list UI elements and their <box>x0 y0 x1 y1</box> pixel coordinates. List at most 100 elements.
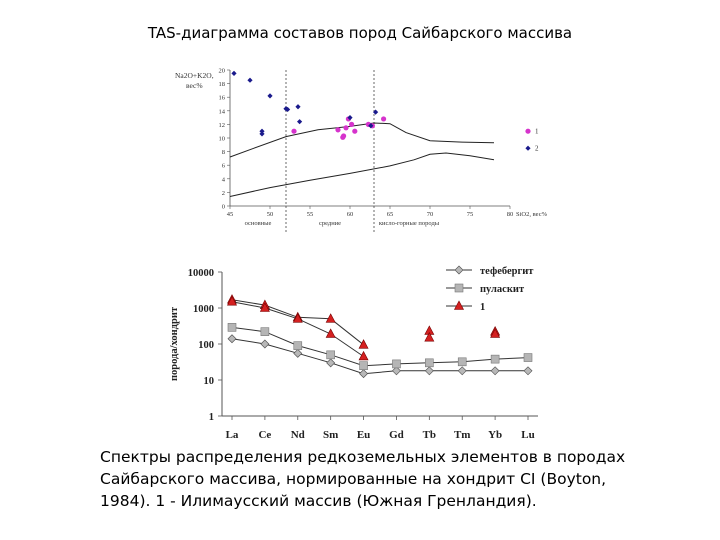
ree-series-pulaskit-point <box>260 327 270 336</box>
ree-series-pulaskit-point <box>359 361 368 370</box>
ree-legend-label: 1 <box>480 302 485 313</box>
tas-legend-marker-2 <box>525 145 531 151</box>
ree-y-tick-label: 100 <box>198 340 214 351</box>
tas-zone-label: средние <box>319 220 341 227</box>
ree-x-tick-label: Lu <box>521 429 534 441</box>
tas-ylabel: Na2O+K2O, <box>175 71 214 80</box>
ree-x-tick-label: Gd <box>389 429 404 441</box>
ree-series-1-lower-point <box>424 332 435 342</box>
ree-x-tick-label: Eu <box>357 429 370 441</box>
ree-legend-label: пуласкит <box>480 284 525 295</box>
tas-y-tick-label: 8 <box>222 149 225 156</box>
tas-point-2 <box>368 123 374 129</box>
tas-point-1 <box>343 125 349 131</box>
tas-x-tick-label: 75 <box>467 211 474 218</box>
ree-y-tick-label: 10 <box>204 376 215 387</box>
ree-series-1-lower-point <box>227 296 237 306</box>
ree-series-pulaskit-line <box>231 326 529 367</box>
ree-x-tick-label: Nd <box>291 429 305 441</box>
ree-x-tick-label: Tm <box>454 429 471 441</box>
tas-x-tick-label: 60 <box>347 211 354 218</box>
tas-y-tick-label: 16 <box>219 95 226 102</box>
tas-curves <box>229 122 495 197</box>
ree-legend-marker <box>454 265 464 275</box>
tas-point-1 <box>340 134 346 140</box>
tas-y-tick-label: 18 <box>219 81 226 88</box>
tas-point-1 <box>381 116 387 122</box>
tas-ylabel-unit: вес% <box>186 81 203 90</box>
ree-series-pulaskit-point <box>457 357 467 367</box>
ree-series-1-upper-point <box>325 313 336 323</box>
ree-series-tefebergit-line <box>231 338 528 375</box>
tas-point-1 <box>335 127 341 133</box>
ree-series-pulaskit-point <box>425 358 434 368</box>
tas-point-2 <box>259 131 265 137</box>
tas-points <box>231 70 387 140</box>
ree-series-tefebergit-point <box>523 366 533 376</box>
tas-lower-curve <box>229 152 495 197</box>
tas-point-1 <box>349 121 355 127</box>
ree-lines <box>227 294 533 379</box>
ree-y-tick-label: 1000 <box>193 304 214 315</box>
ree-series-1-lower-point <box>259 302 270 312</box>
ree-series-pulaskit-point <box>523 353 533 362</box>
ree-series-pulaskit-point <box>490 354 500 364</box>
chart-title: TAS-диаграмма составов пород Сайбарского… <box>147 24 573 42</box>
ree-series-pulaskit-point <box>326 350 335 360</box>
ree-axes: 1 10 100 1000 10000 La Ce Nd Sm Eu Gd Tb Tm Yb Lu пород… <box>169 268 538 441</box>
tas-point-2 <box>247 77 253 83</box>
tas-point-1 <box>352 128 358 134</box>
ree-legend: тефебергит пуласкит 1 <box>446 265 534 313</box>
tas-zone-label: основные <box>245 220 272 227</box>
tas-point-2 <box>295 104 301 110</box>
tas-legend-label-2: 2 <box>535 145 539 153</box>
tas-y-tick-label: 10 <box>219 136 226 143</box>
tas-y-tick-label: 4 <box>222 176 226 183</box>
ree-x-tick-label: Tb <box>423 429 436 441</box>
ree-series-1-upper-point <box>358 339 369 349</box>
tas-zone-label: кисло-горные породы <box>379 220 440 227</box>
tas-xlabel: SiO2, вес% <box>516 211 548 218</box>
tas-y-tick-label: 14 <box>219 108 226 115</box>
tas-y-tick-label: 20 <box>219 68 226 75</box>
tas-point-2 <box>347 115 353 121</box>
tas-x-tick-label: 55 <box>307 211 314 218</box>
ree-series-tefebergit-point <box>391 366 401 376</box>
tas-x-tick-label: 45 <box>227 211 234 218</box>
ree-series-1-lower-point <box>358 350 369 361</box>
ree-series-1-lower-point <box>490 328 501 338</box>
tas-upper-curve <box>229 122 495 158</box>
tas-y-tick-label: 12 <box>219 122 226 129</box>
ree-series-pulaskit-point <box>293 341 303 350</box>
tas-point-2 <box>297 119 303 125</box>
ree-series-tefebergit-point <box>293 348 303 358</box>
ree-y-tick-label: 10000 <box>188 268 214 279</box>
tas-x-tick-label: 70 <box>427 211 434 218</box>
ree-y-tick-label: 1 <box>209 412 214 423</box>
ree-ylabel: порода/хондрит <box>169 306 180 381</box>
tas-x-tick-label: 50 <box>267 211 274 218</box>
tas-y-tick-label: 2 <box>222 190 225 197</box>
ree-legend-marker <box>454 283 464 293</box>
tas-x-tick-label: 80 <box>507 211 514 218</box>
ree-series-1-lower-point <box>292 313 303 323</box>
tas-point-2 <box>259 128 265 134</box>
ree-x-tick-label: Yb <box>488 429 502 441</box>
ree-series-pulaskit-point <box>227 323 237 332</box>
tas-point-2 <box>267 93 273 99</box>
ree-series-1-lower-point <box>325 328 336 338</box>
tas-legend-marker-1 <box>525 128 531 134</box>
ree-x-tick-label: La <box>226 429 239 441</box>
tas-y-tick-label: 6 <box>222 163 226 170</box>
ree-series-tefebergit-point <box>260 339 270 349</box>
tas-point-2 <box>231 70 237 76</box>
ree-x-tick-label: Ce <box>258 429 271 441</box>
ree-series-tefebergit-point <box>424 366 434 376</box>
ree-series-tefebergit-point <box>326 358 336 368</box>
tas-legend-label-1: 1 <box>535 128 539 136</box>
tas-point-1 <box>291 128 297 134</box>
ree-legend-marker <box>454 300 464 310</box>
tas-x-tick-label: 65 <box>387 211 394 218</box>
